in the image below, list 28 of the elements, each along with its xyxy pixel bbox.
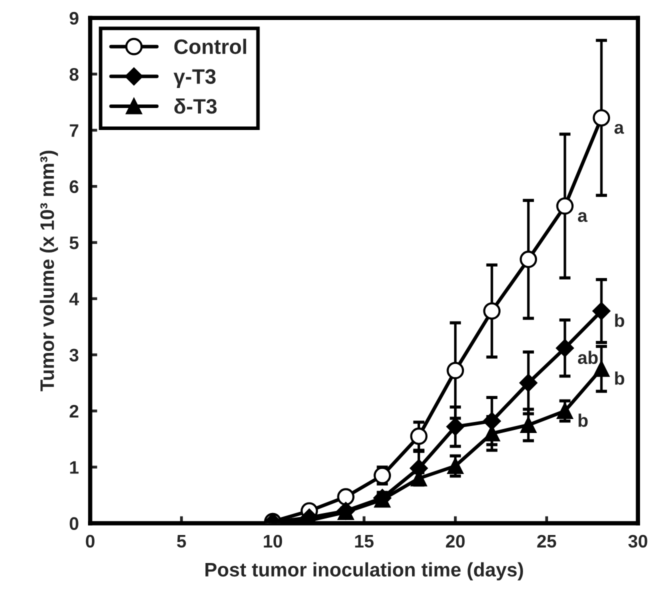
- y-tick-label: 7: [70, 124, 78, 137]
- y-tick-label: 4: [69, 292, 79, 306]
- x-tick-label: 10: [264, 534, 282, 548]
- legend-label: γ-T3: [174, 69, 216, 88]
- y-tick-label: 6: [70, 180, 78, 194]
- data-label: b: [578, 414, 588, 427]
- x-tick-label: 20: [446, 534, 465, 548]
- x-tick-label: 5: [177, 535, 186, 548]
- y-tick-label: 0: [70, 517, 78, 530]
- x-tick-label: 30: [628, 534, 648, 548]
- data-label: b: [615, 314, 624, 327]
- y-tick-label: 9: [70, 12, 78, 25]
- x-tick-label: 15: [355, 535, 374, 548]
- x-axis-title: Post tumor inoculation time (days): [205, 562, 523, 580]
- data-label: a: [614, 124, 624, 134]
- y-axis-title: Tumor volume (x 10³ mm³): [40, 150, 58, 392]
- data-label: a: [578, 212, 588, 222]
- data-label: b: [615, 372, 624, 385]
- y-tick-label: 2: [70, 404, 78, 418]
- legend-label: Control: [174, 38, 246, 54]
- legend-label: δ-T3: [174, 98, 217, 114]
- x-tick-label: 0: [86, 534, 94, 548]
- x-tick-label: 25: [537, 534, 556, 548]
- y-tick-label: 3: [69, 348, 78, 362]
- y-tick-label: 5: [70, 236, 79, 250]
- y-tick-label: 8: [70, 68, 79, 81]
- y-tick-label: 1: [70, 461, 79, 474]
- data-label: ab: [578, 350, 598, 364]
